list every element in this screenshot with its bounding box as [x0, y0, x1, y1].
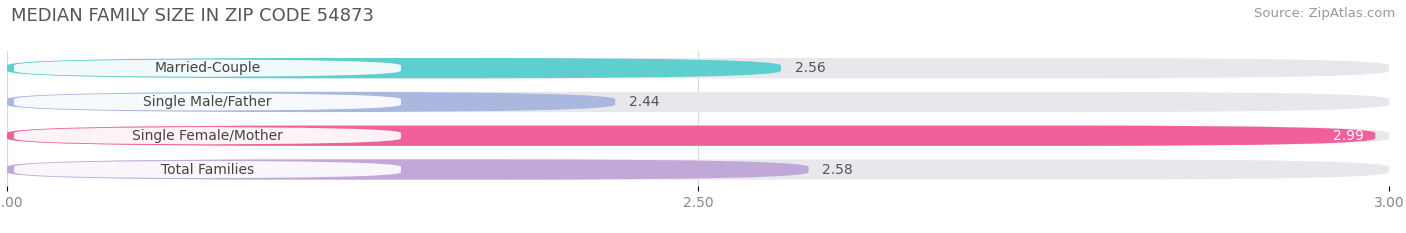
Text: Single Female/Mother: Single Female/Mother [132, 129, 283, 143]
Text: 2.58: 2.58 [823, 162, 853, 177]
FancyBboxPatch shape [7, 58, 780, 78]
Text: MEDIAN FAMILY SIZE IN ZIP CODE 54873: MEDIAN FAMILY SIZE IN ZIP CODE 54873 [11, 7, 374, 25]
FancyBboxPatch shape [7, 126, 1375, 146]
FancyBboxPatch shape [14, 59, 401, 77]
FancyBboxPatch shape [7, 92, 616, 112]
FancyBboxPatch shape [7, 159, 1389, 180]
Text: Married-Couple: Married-Couple [155, 61, 260, 75]
FancyBboxPatch shape [7, 126, 1389, 146]
Text: 2.99: 2.99 [1333, 129, 1364, 143]
Text: Single Male/Father: Single Male/Father [143, 95, 271, 109]
FancyBboxPatch shape [14, 93, 401, 111]
Text: Total Families: Total Families [160, 162, 254, 177]
FancyBboxPatch shape [14, 127, 401, 144]
Text: 2.56: 2.56 [794, 61, 825, 75]
FancyBboxPatch shape [7, 92, 1389, 112]
Text: 2.44: 2.44 [628, 95, 659, 109]
FancyBboxPatch shape [14, 161, 401, 178]
Text: Source: ZipAtlas.com: Source: ZipAtlas.com [1254, 7, 1395, 20]
FancyBboxPatch shape [7, 58, 1389, 78]
FancyBboxPatch shape [7, 159, 808, 180]
